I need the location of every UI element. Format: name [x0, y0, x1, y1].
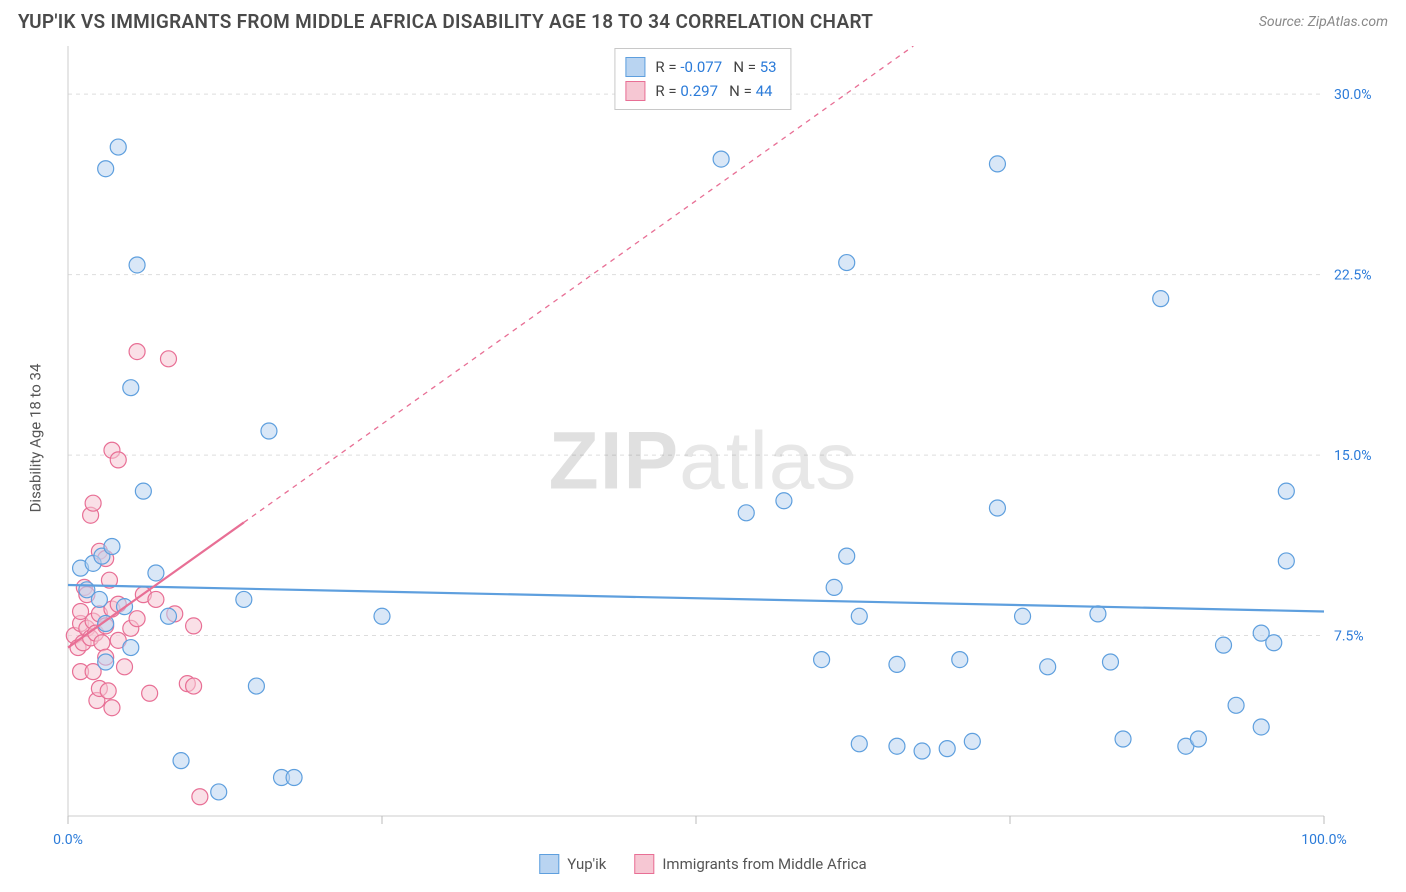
data-point [98, 161, 114, 177]
data-point [286, 770, 302, 786]
data-point [160, 608, 176, 624]
data-point [160, 351, 176, 367]
data-point [94, 635, 110, 651]
data-point [1102, 654, 1118, 670]
data-point [129, 611, 145, 627]
data-point [989, 156, 1005, 172]
legend-swatch [539, 854, 559, 874]
data-point [261, 423, 277, 439]
legend-swatch [625, 81, 645, 101]
y-axis-label: Disability Age 18 to 34 [26, 364, 44, 513]
data-point [142, 685, 158, 701]
data-point [989, 500, 1005, 516]
data-point [186, 618, 202, 634]
data-point [1278, 483, 1294, 499]
data-point [1253, 719, 1269, 735]
legend-label: Immigrants from Middle Africa [662, 855, 866, 873]
data-point [123, 380, 139, 396]
legend-item: Immigrants from Middle Africa [634, 854, 866, 874]
legend-label: Yup'ik [567, 855, 606, 873]
y-tick-label: 7.5% [1334, 629, 1364, 645]
y-tick-label: 30.0% [1334, 87, 1372, 103]
data-point [1153, 291, 1169, 307]
data-point [713, 151, 729, 167]
data-point [248, 678, 264, 694]
data-point [1278, 553, 1294, 569]
data-point [851, 736, 867, 752]
legend-item: Yup'ik [539, 854, 606, 874]
data-point [1090, 606, 1106, 622]
data-point [110, 452, 126, 468]
data-point [117, 659, 133, 675]
data-point [129, 344, 145, 360]
data-point [964, 733, 980, 749]
data-point [1216, 637, 1232, 653]
data-point [889, 656, 905, 672]
chart-area: Disability Age 18 to 34 ZIPatlas 7.5%15.… [18, 46, 1388, 892]
data-point [374, 608, 390, 624]
data-point [173, 753, 189, 769]
data-point [1015, 608, 1031, 624]
data-point [814, 652, 830, 668]
x-tick-label: 100.0% [1301, 832, 1346, 848]
data-point [123, 640, 139, 656]
legend-swatch [634, 854, 654, 874]
data-point [1228, 697, 1244, 713]
source-label: Source: ZipAtlas.com [1259, 14, 1388, 30]
data-point [889, 738, 905, 754]
data-point [952, 652, 968, 668]
legend-stats: R = -0.077 N = 53 [655, 55, 776, 79]
data-point [91, 591, 107, 607]
data-point [939, 741, 955, 757]
data-point [738, 505, 754, 521]
legend-row: R = 0.297 N = 44 [625, 79, 776, 103]
data-point [135, 483, 151, 499]
data-point [211, 784, 227, 800]
data-point [192, 789, 208, 805]
legend-stats: R = 0.297 N = 44 [655, 79, 772, 103]
data-point [104, 700, 120, 716]
data-point [104, 539, 120, 555]
data-point [851, 608, 867, 624]
correlation-legend: R = -0.077 N = 53R = 0.297 N = 44 [614, 48, 791, 110]
trend-line [68, 585, 1324, 611]
x-tick-label: 0.0% [53, 832, 83, 848]
trend-line-extrapolated [244, 46, 914, 522]
data-point [914, 743, 930, 759]
data-point [148, 591, 164, 607]
data-point [826, 579, 842, 595]
data-point [129, 257, 145, 273]
data-point [839, 548, 855, 564]
scatter-plot: 7.5% 15.0% 22.5% 30.0% 0.0% 100.0% [18, 46, 1388, 892]
data-point [98, 654, 114, 670]
data-point [1190, 731, 1206, 747]
legend-swatch [625, 57, 645, 77]
data-point [1040, 659, 1056, 675]
data-point [1115, 731, 1131, 747]
data-point [839, 255, 855, 271]
data-point [776, 493, 792, 509]
data-point [110, 139, 126, 155]
data-point [236, 591, 252, 607]
data-point [186, 678, 202, 694]
data-point [100, 683, 116, 699]
chart-title: YUP'IK VS IMMIGRANTS FROM MIDDLE AFRICA … [18, 10, 873, 33]
y-tick-label: 22.5% [1334, 268, 1372, 284]
y-tick-label: 15.0% [1334, 448, 1372, 464]
series-legend: Yup'ik Immigrants from Middle Africa [539, 854, 866, 874]
data-point [148, 565, 164, 581]
data-point [1266, 635, 1282, 651]
legend-row: R = -0.077 N = 53 [625, 55, 776, 79]
data-point [85, 495, 101, 511]
